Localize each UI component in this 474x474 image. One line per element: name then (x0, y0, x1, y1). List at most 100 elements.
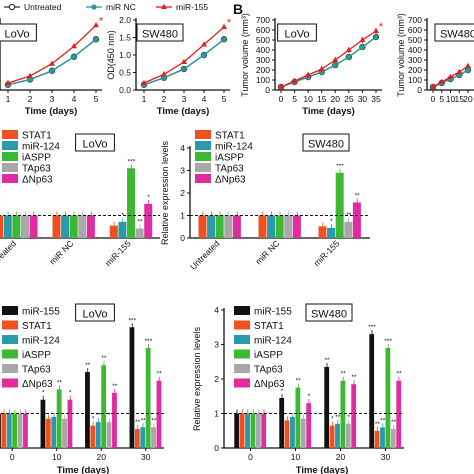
bar (390, 429, 396, 448)
x-tick-label: 2 (28, 94, 33, 104)
significance-label: *** (145, 338, 153, 345)
legend-swatch (195, 141, 211, 150)
data-point (438, 78, 445, 84)
significance-label: * (347, 414, 350, 421)
bar (234, 413, 240, 448)
bar (329, 425, 335, 448)
bar (261, 413, 267, 448)
significance-label: ** (141, 417, 147, 424)
data-point (430, 83, 436, 89)
y-tick-label: 1.5 (119, 33, 131, 43)
bar (69, 215, 78, 238)
bar (250, 413, 256, 448)
significance-label: *** (128, 158, 136, 165)
bar (340, 380, 346, 448)
data-point (49, 60, 55, 66)
legend-swatch (234, 364, 250, 373)
significance-label: ** (85, 362, 91, 369)
legend-label: Untreated (24, 2, 62, 12)
chart-title-box (305, 303, 353, 322)
bar (267, 215, 276, 238)
legend-label: ΔNp63 (215, 175, 246, 186)
bar (86, 215, 95, 238)
y-tick-label: 4 (214, 305, 219, 315)
y-tick-label: 500 (256, 35, 270, 45)
data-point (71, 54, 77, 60)
legend-swatch (195, 152, 211, 161)
y-tick-label: 100 (408, 75, 422, 85)
y-tick-label: 2 (214, 374, 219, 384)
x-tick-label: 4 (202, 94, 207, 104)
bar (129, 327, 135, 448)
legend-swatch (2, 335, 18, 344)
bar (198, 215, 207, 238)
bar (20, 215, 29, 238)
bar (45, 418, 51, 448)
bar (275, 215, 284, 238)
data-point (201, 52, 207, 58)
bar (374, 430, 380, 448)
y-axis-label: OD(450 nm) (106, 30, 116, 80)
data-point (27, 72, 33, 78)
x-tick-label: 20 (331, 94, 341, 104)
x-tick-label: 3 (50, 94, 55, 104)
significance-label: * (108, 412, 111, 419)
chart-title: LoVo (284, 29, 309, 41)
y-tick-label: 2 (180, 188, 185, 198)
data-point (359, 36, 366, 42)
legend-swatch (2, 163, 18, 172)
x-tick-label: 0 (279, 94, 284, 104)
data-point (346, 54, 352, 60)
chart-title-box (302, 133, 350, 152)
x-tick-label: 10 (303, 94, 313, 104)
significance-label: *** (128, 317, 136, 324)
x-tick-label: 30 (358, 94, 368, 104)
significance-label: ** (296, 378, 302, 385)
legend-swatch (195, 174, 211, 183)
legend-swatch (2, 349, 18, 359)
chart-title-box (75, 303, 115, 322)
legend-label: miR-124 (254, 336, 292, 347)
x-tick-label: 10 (291, 452, 301, 462)
significance-label: *** (384, 338, 392, 345)
chart-title: LoVo (82, 309, 107, 321)
x-tick-label: 1 (6, 94, 11, 104)
data-point (318, 65, 325, 71)
bar (12, 413, 18, 448)
significance-label: ** (375, 421, 381, 428)
bar (56, 389, 62, 448)
y-tick-label: 700 (256, 15, 270, 25)
data-point (332, 62, 338, 68)
data-point (93, 22, 99, 28)
significance-label: * (379, 21, 384, 33)
y-axis-label: Relative expression levels (192, 326, 202, 431)
panel-label: B (233, 1, 243, 17)
legend-label: STAT1 (22, 321, 52, 332)
significance-label: * (99, 15, 104, 27)
x-tick-label: 5 (94, 94, 99, 104)
chart-title-box (277, 23, 317, 42)
significance-label: ** (135, 419, 141, 426)
significance-label: ** (324, 357, 330, 364)
legend-label: miR-124 (215, 142, 253, 153)
y-tick-label: 200 (256, 65, 270, 75)
bar (292, 215, 301, 238)
y-tick-label: 0 (265, 85, 270, 95)
bar (258, 215, 267, 238)
legend-swatch (2, 378, 18, 388)
significance-label: * (330, 218, 333, 225)
significance-label: * (227, 17, 232, 29)
bar (0, 215, 4, 238)
bar (52, 215, 61, 238)
data-point (49, 68, 55, 74)
chart-title: LoVo (4, 29, 29, 41)
legend-label: ΔNp63 (254, 379, 285, 390)
legend-swatch (2, 130, 18, 139)
data-point (447, 73, 454, 79)
legend-swatch (2, 306, 18, 315)
bar (396, 380, 402, 448)
bar (23, 413, 28, 448)
x-tick-label: 30 (381, 452, 391, 462)
legend-swatch (2, 174, 18, 183)
